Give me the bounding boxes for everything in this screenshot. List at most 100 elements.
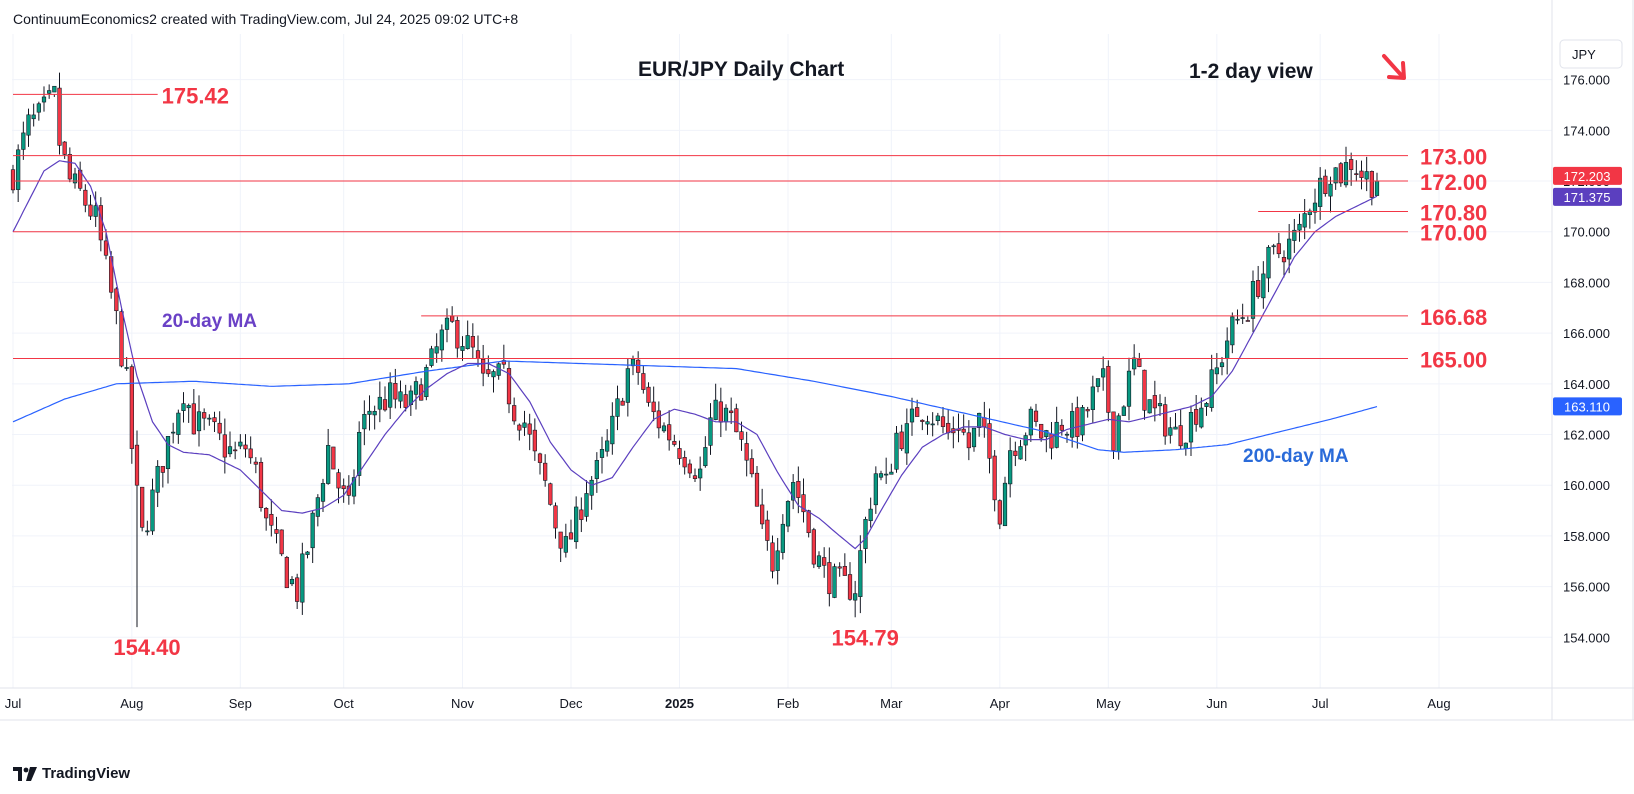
candle: [1374, 180, 1380, 196]
candle: [904, 423, 909, 454]
candle: [207, 417, 212, 420]
candle: [1070, 411, 1075, 438]
candle: [1225, 340, 1230, 359]
candle: [997, 500, 1002, 525]
candle: [486, 369, 491, 375]
candle: [1214, 367, 1219, 375]
candle: [341, 485, 346, 490]
candle: [811, 529, 816, 565]
candle: [377, 396, 382, 410]
y-tick-label: 166.000: [1563, 326, 1610, 341]
candle: [1095, 378, 1101, 387]
candle: [553, 505, 558, 529]
candle: [305, 551, 310, 555]
candle: [434, 346, 439, 354]
candle: [563, 536, 568, 553]
candle: [1302, 213, 1307, 228]
candle: [703, 447, 708, 467]
candle: [615, 398, 620, 417]
candle: [667, 424, 672, 441]
candle: [1183, 442, 1188, 449]
candle: [1059, 424, 1064, 431]
candle: [300, 553, 305, 603]
candle: [868, 508, 873, 522]
candle: [1173, 426, 1178, 430]
candle: [940, 416, 946, 427]
candle: [568, 532, 574, 540]
candle: [765, 519, 770, 541]
candle: [310, 512, 315, 549]
candle: [191, 403, 196, 435]
x-tick-label: Oct: [334, 696, 355, 711]
candle: [217, 422, 222, 434]
down-right-arrow-icon: [1382, 54, 1406, 80]
candle: [16, 149, 21, 190]
y-tick-label: 156.000: [1563, 580, 1610, 595]
candle: [832, 566, 837, 598]
y-tick-label: 170.000: [1563, 225, 1610, 240]
candle: [336, 472, 341, 489]
candle: [982, 417, 987, 428]
candle: [196, 411, 202, 432]
tradingview-footer[interactable]: TradingView: [13, 765, 130, 782]
candle: [98, 205, 103, 241]
y-tick-label: 160.000: [1563, 478, 1610, 493]
candle: [145, 530, 150, 533]
candle: [1338, 163, 1343, 184]
candle: [796, 480, 801, 498]
candle: [718, 401, 723, 423]
candle: [129, 366, 134, 449]
candle: [878, 473, 884, 478]
candle: [83, 189, 88, 206]
y-tick-label: 168.000: [1563, 275, 1610, 290]
candle: [791, 482, 796, 501]
candle: [289, 579, 295, 585]
candle: [233, 449, 238, 452]
candle: [357, 431, 362, 476]
x-tick-label: May: [1096, 696, 1121, 711]
candle: [599, 449, 605, 458]
candle: [264, 508, 269, 519]
candle: [465, 335, 470, 350]
x-tick-label: Jul: [1312, 696, 1329, 711]
candle: [326, 445, 331, 484]
candle: [754, 472, 760, 507]
candle: [584, 493, 589, 517]
candle: [847, 574, 853, 600]
candle: [388, 382, 393, 408]
low-label: 154.79: [832, 625, 899, 650]
candle: [62, 141, 67, 155]
candle: [863, 519, 868, 549]
candle: [1163, 404, 1168, 437]
candle: [57, 87, 62, 146]
chart-attribution: ContinuumEconomics2 created with Trading…: [13, 11, 519, 27]
candle: [1312, 202, 1318, 213]
candle: [176, 412, 181, 435]
y-tick-label: 174.000: [1563, 123, 1610, 138]
candle: [171, 431, 176, 434]
candle: [475, 350, 481, 359]
candle: [1064, 433, 1070, 436]
candle: [672, 441, 677, 445]
chart-title: EUR/JPY Daily Chart: [638, 58, 844, 81]
candle: [853, 593, 858, 601]
candle: [1333, 167, 1338, 184]
candle: [909, 408, 915, 423]
candle: [708, 417, 713, 446]
candle: [594, 460, 599, 479]
candle: [677, 448, 682, 459]
candle: [160, 466, 165, 473]
candle: [1044, 430, 1049, 438]
y-tick-label: 154.000: [1563, 630, 1610, 645]
tradingview-logo-icon: [13, 766, 37, 781]
candle: [1364, 171, 1369, 180]
candle: [656, 410, 661, 429]
candle: [636, 359, 641, 373]
candle: [780, 523, 785, 553]
low-label: 154.40: [113, 635, 180, 660]
candle: [543, 462, 548, 481]
candle: [1328, 183, 1333, 197]
candle: [827, 562, 832, 595]
candle: [52, 85, 57, 93]
